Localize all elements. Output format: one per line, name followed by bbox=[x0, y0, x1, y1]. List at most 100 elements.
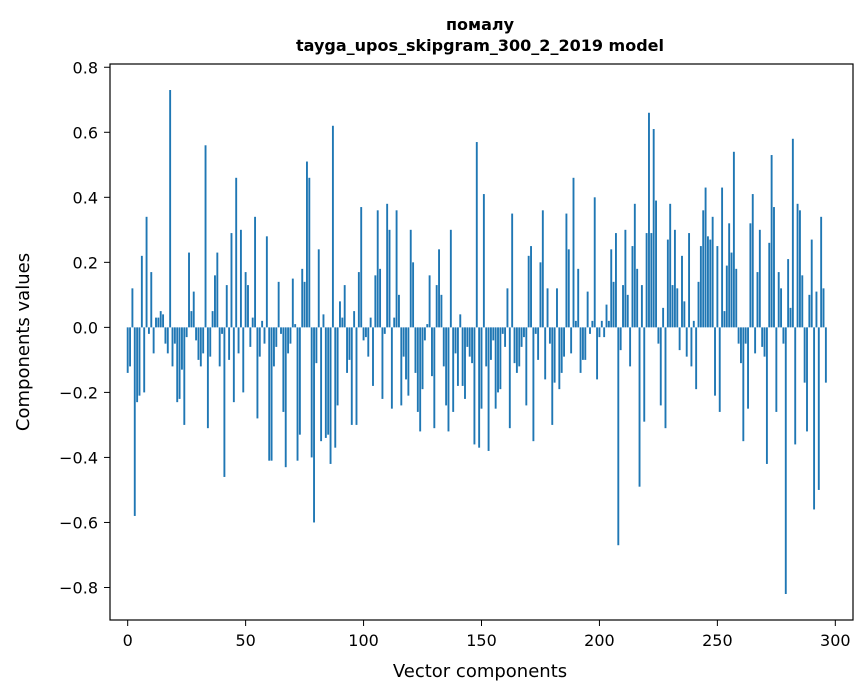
bar bbox=[280, 327, 282, 334]
bar bbox=[343, 285, 346, 328]
bar bbox=[761, 327, 764, 347]
bar bbox=[553, 327, 556, 383]
bar bbox=[275, 327, 278, 347]
x-tick-label: 0 bbox=[123, 631, 133, 650]
bar bbox=[334, 327, 337, 448]
bar bbox=[282, 327, 285, 412]
bar bbox=[688, 233, 691, 328]
bar bbox=[640, 285, 643, 328]
bar bbox=[431, 327, 433, 377]
bar bbox=[459, 314, 462, 328]
bar bbox=[202, 327, 205, 354]
bar bbox=[150, 272, 153, 328]
bar bbox=[593, 197, 596, 328]
y-tick-label: −0.6 bbox=[59, 513, 98, 532]
bar bbox=[126, 327, 129, 373]
bar bbox=[657, 327, 660, 344]
bar bbox=[716, 246, 719, 328]
bar bbox=[228, 327, 231, 360]
bar bbox=[546, 288, 549, 328]
bar bbox=[211, 311, 214, 328]
bar bbox=[598, 327, 601, 338]
bar bbox=[195, 327, 198, 341]
bar bbox=[372, 327, 374, 386]
bar bbox=[551, 327, 554, 425]
bar bbox=[284, 327, 287, 468]
bar bbox=[704, 187, 707, 328]
bar bbox=[813, 327, 816, 510]
y-axis: −0.8 −0.6 −0.4 −0.2 0.0 0.2 0.4 0.6 0.8 bbox=[59, 58, 110, 597]
bar bbox=[796, 203, 799, 328]
bar bbox=[339, 301, 341, 328]
bar bbox=[166, 327, 169, 354]
bar bbox=[520, 327, 523, 347]
bars-group bbox=[126, 90, 827, 594]
bar bbox=[306, 161, 308, 328]
y-axis-label: Components values bbox=[13, 253, 34, 431]
bar bbox=[702, 210, 705, 328]
bar bbox=[820, 216, 823, 328]
bar bbox=[784, 327, 787, 594]
bar bbox=[655, 200, 657, 328]
bar bbox=[798, 210, 801, 328]
bar bbox=[633, 203, 636, 328]
bar bbox=[638, 327, 641, 487]
bar bbox=[308, 177, 311, 328]
bar bbox=[216, 252, 219, 328]
bar bbox=[140, 255, 143, 328]
bar bbox=[416, 327, 419, 412]
bar bbox=[400, 327, 403, 406]
bar bbox=[567, 249, 570, 328]
bar bbox=[395, 210, 398, 328]
bar bbox=[803, 327, 806, 383]
bar bbox=[480, 327, 483, 409]
bar bbox=[383, 327, 386, 334]
bar bbox=[699, 246, 702, 328]
bar bbox=[471, 327, 474, 364]
bar bbox=[263, 327, 266, 344]
bar bbox=[596, 327, 599, 380]
bar bbox=[791, 138, 794, 328]
bar bbox=[619, 327, 622, 351]
y-tick-label: 0.6 bbox=[73, 123, 98, 142]
bar bbox=[648, 112, 650, 328]
x-axis: 0 50 100 150 200 250 300 bbox=[123, 620, 851, 650]
bar bbox=[355, 327, 358, 425]
bar bbox=[714, 327, 716, 396]
bar bbox=[225, 285, 228, 328]
bar bbox=[806, 327, 808, 432]
bar bbox=[815, 291, 818, 328]
bar bbox=[256, 327, 259, 419]
bar bbox=[190, 311, 193, 328]
bar bbox=[662, 307, 665, 328]
bar bbox=[808, 294, 811, 328]
bar bbox=[692, 320, 695, 328]
bar bbox=[423, 327, 426, 341]
bar bbox=[155, 317, 157, 328]
bar bbox=[482, 194, 485, 328]
bar bbox=[298, 327, 301, 435]
bar bbox=[265, 236, 268, 328]
bar bbox=[254, 216, 257, 328]
bar bbox=[643, 327, 646, 422]
bar bbox=[765, 327, 768, 464]
bar bbox=[221, 327, 223, 334]
bar bbox=[673, 229, 676, 328]
bar bbox=[152, 327, 155, 354]
bar bbox=[419, 327, 422, 432]
bar bbox=[487, 327, 490, 451]
bar bbox=[369, 317, 372, 328]
bar bbox=[138, 327, 141, 396]
bar bbox=[452, 327, 455, 412]
bar bbox=[523, 327, 525, 338]
bar bbox=[214, 275, 216, 328]
x-tick-label: 300 bbox=[820, 631, 851, 650]
bar bbox=[544, 327, 547, 380]
bar bbox=[560, 327, 563, 373]
chart-subtitle: tayga_upos_skipgram_300_2_2019 model bbox=[296, 36, 664, 55]
bar bbox=[690, 327, 693, 367]
bar bbox=[336, 327, 339, 406]
bar bbox=[664, 327, 667, 429]
bar bbox=[362, 327, 365, 341]
